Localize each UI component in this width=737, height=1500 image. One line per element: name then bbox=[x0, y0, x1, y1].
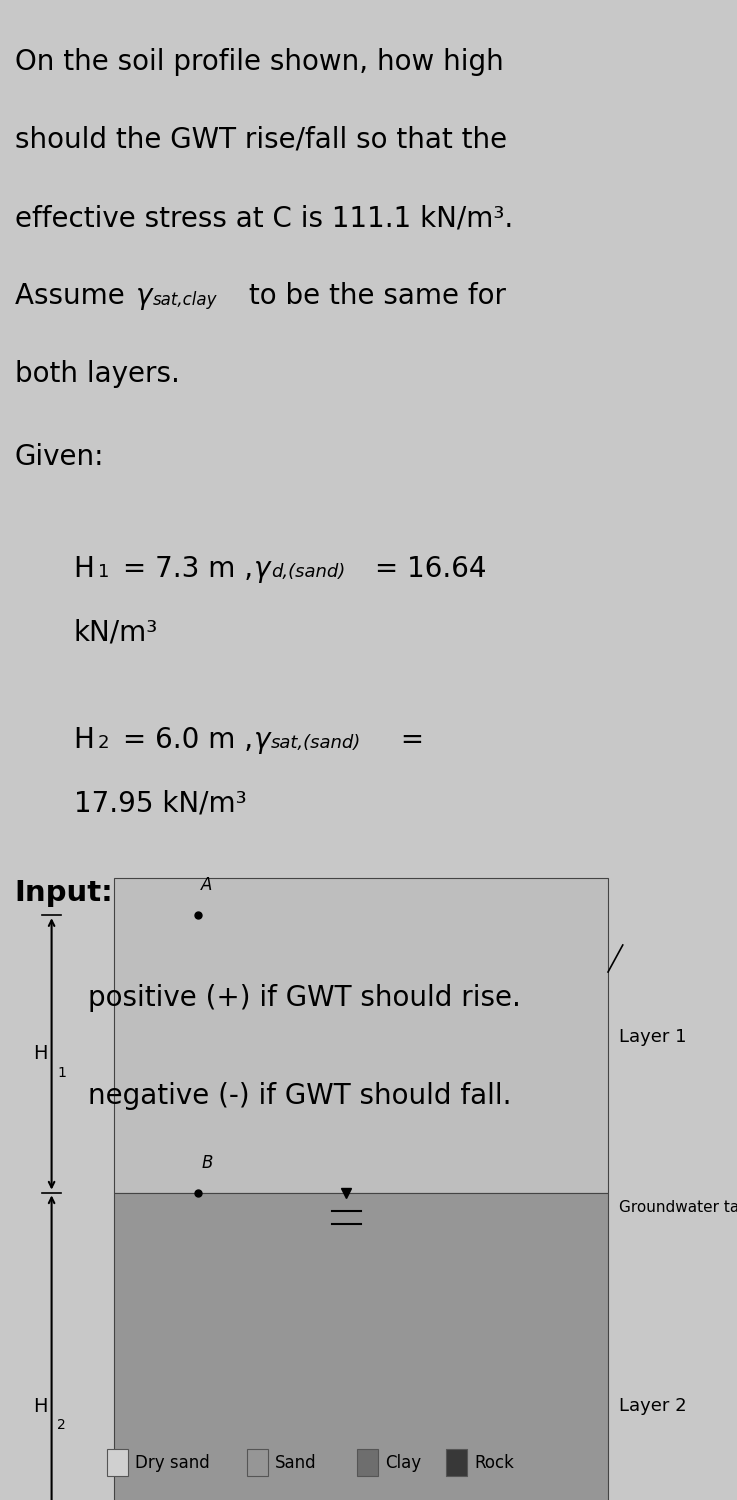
Text: 17.95 kN/m³: 17.95 kN/m³ bbox=[74, 789, 246, 818]
Text: 1: 1 bbox=[98, 562, 109, 580]
Text: Input:: Input: bbox=[15, 879, 113, 908]
Text: Layer 1: Layer 1 bbox=[619, 1028, 687, 1045]
Bar bbox=[114, 1192, 608, 1500]
Text: d,(sand): d,(sand) bbox=[271, 562, 346, 580]
Text: Layer 2: Layer 2 bbox=[619, 1398, 687, 1416]
Text: γ: γ bbox=[254, 726, 270, 754]
Text: = 7.3 m ,: = 7.3 m , bbox=[114, 555, 254, 584]
Text: H: H bbox=[74, 555, 94, 584]
Text: to be the same for: to be the same for bbox=[240, 282, 506, 310]
Text: B: B bbox=[201, 1154, 212, 1172]
Text: 2: 2 bbox=[98, 734, 110, 752]
Text: γ: γ bbox=[136, 282, 153, 310]
Text: Given:: Given: bbox=[15, 442, 104, 471]
Text: Assume: Assume bbox=[15, 282, 133, 310]
Bar bbox=[114, 878, 608, 1192]
Text: both layers.: both layers. bbox=[15, 360, 180, 388]
Bar bbox=[107, 1449, 128, 1476]
Text: should the GWT rise/fall so that the: should the GWT rise/fall so that the bbox=[15, 126, 507, 154]
Text: negative (-) if GWT should fall.: negative (-) if GWT should fall. bbox=[88, 1082, 512, 1110]
Text: γ: γ bbox=[254, 555, 270, 584]
Text: sat,clay: sat,clay bbox=[153, 291, 218, 309]
Text: = 6.0 m ,: = 6.0 m , bbox=[114, 726, 254, 754]
Text: effective stress at C is 111.1 kN/m³.: effective stress at C is 111.1 kN/m³. bbox=[15, 204, 513, 232]
Text: H: H bbox=[74, 726, 94, 754]
Text: A: A bbox=[201, 876, 212, 894]
Text: Dry sand: Dry sand bbox=[135, 1454, 209, 1472]
Bar bbox=[446, 1449, 467, 1476]
Text: 1: 1 bbox=[57, 1066, 66, 1080]
Text: Rock: Rock bbox=[474, 1454, 514, 1472]
Text: =: = bbox=[383, 726, 425, 754]
Text: positive (+) if GWT should rise.: positive (+) if GWT should rise. bbox=[88, 984, 521, 1012]
Text: On the soil profile shown, how high: On the soil profile shown, how high bbox=[15, 48, 503, 76]
Text: = 16.64: = 16.64 bbox=[366, 555, 487, 584]
Text: H: H bbox=[33, 1044, 48, 1064]
Text: Groundwater table: Groundwater table bbox=[619, 1200, 737, 1215]
Text: 2: 2 bbox=[57, 1419, 66, 1432]
Text: Clay: Clay bbox=[385, 1454, 422, 1472]
Bar bbox=[357, 1449, 378, 1476]
Bar bbox=[247, 1449, 268, 1476]
Text: sat,(sand): sat,(sand) bbox=[271, 734, 361, 752]
Text: kN/m³: kN/m³ bbox=[74, 618, 158, 646]
Text: H: H bbox=[33, 1396, 48, 1416]
Text: Sand: Sand bbox=[275, 1454, 316, 1472]
